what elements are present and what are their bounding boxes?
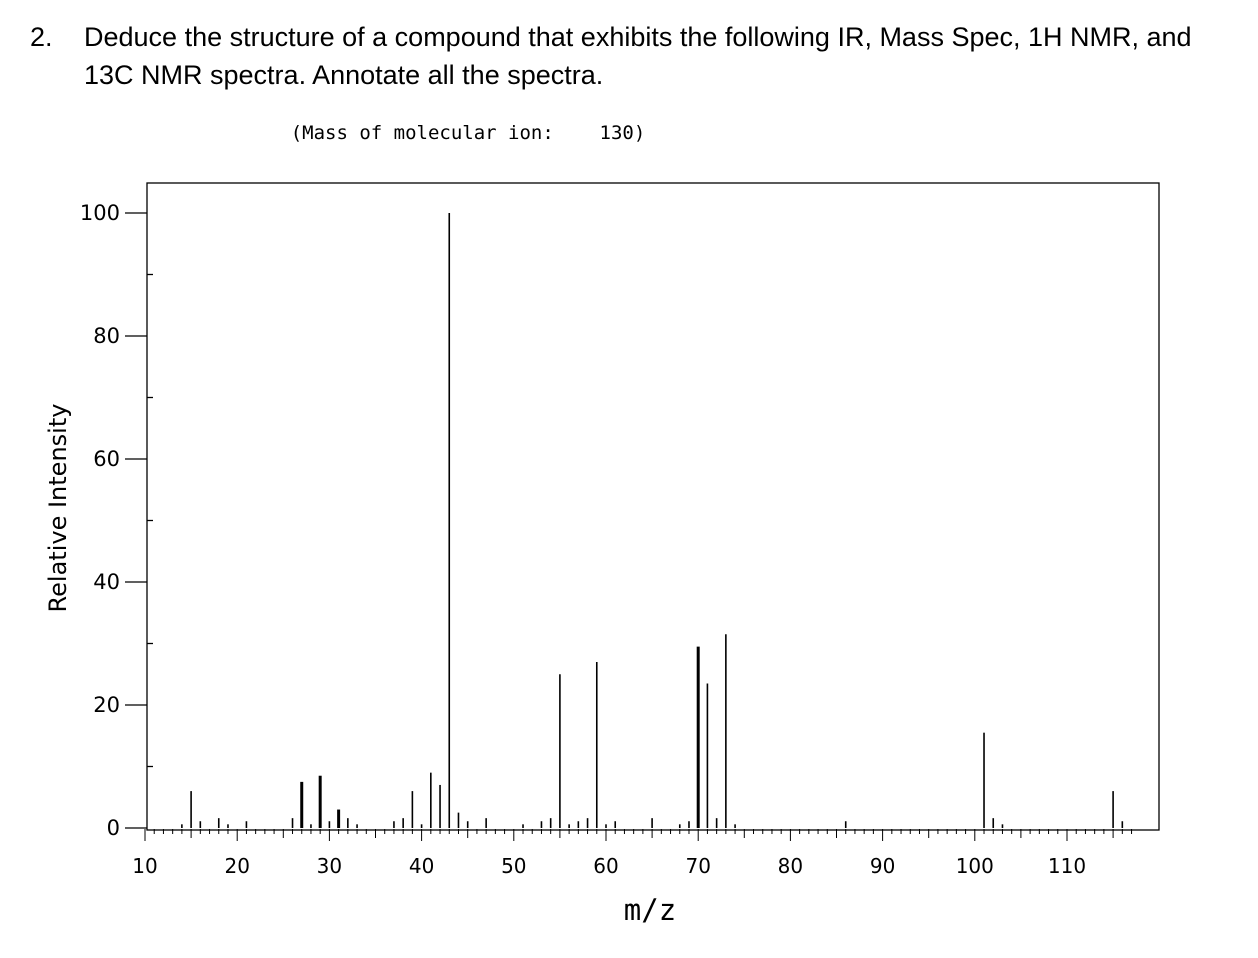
- minor-peaks: [181, 818, 1124, 828]
- y-tick-label: 100: [80, 201, 120, 225]
- x-axis-label: m/z: [624, 893, 676, 927]
- question-number: 2.: [30, 22, 53, 52]
- plot-frame: [146, 182, 1160, 831]
- x-tick-label: 20: [224, 854, 249, 878]
- x-tick-label: 10: [132, 854, 157, 878]
- x-tick-label: 110: [1048, 854, 1086, 878]
- y-axis: 0 20 40 60 80 100: [80, 201, 153, 840]
- x-tick-label: 100: [956, 854, 994, 878]
- y-tick-label: 20: [93, 693, 120, 717]
- y-tick-label: 0: [107, 816, 120, 840]
- major-peaks: [190, 213, 1114, 828]
- x-tick-label: 30: [317, 854, 342, 878]
- x-tick-label: 70: [685, 854, 710, 878]
- x-tick-label: 60: [593, 854, 618, 878]
- chart-title: (Mass of molecular ion: 130): [291, 122, 646, 144]
- y-tick-label: 60: [93, 447, 120, 471]
- y-tick-label: 40: [93, 570, 120, 594]
- x-tick-label: 40: [409, 854, 434, 878]
- question-text: Deduce the structure of a compound that …: [84, 22, 1192, 90]
- x-tick-label: 80: [778, 854, 803, 878]
- x-tick-label: 50: [501, 854, 526, 878]
- x-axis: 10 20 30 40 50 60 70 80 90 100 110: [132, 829, 1133, 878]
- y-tick-label: 80: [93, 324, 120, 348]
- x-tick-label: 90: [870, 854, 895, 878]
- y-axis-label: Relative Intensity: [44, 404, 72, 613]
